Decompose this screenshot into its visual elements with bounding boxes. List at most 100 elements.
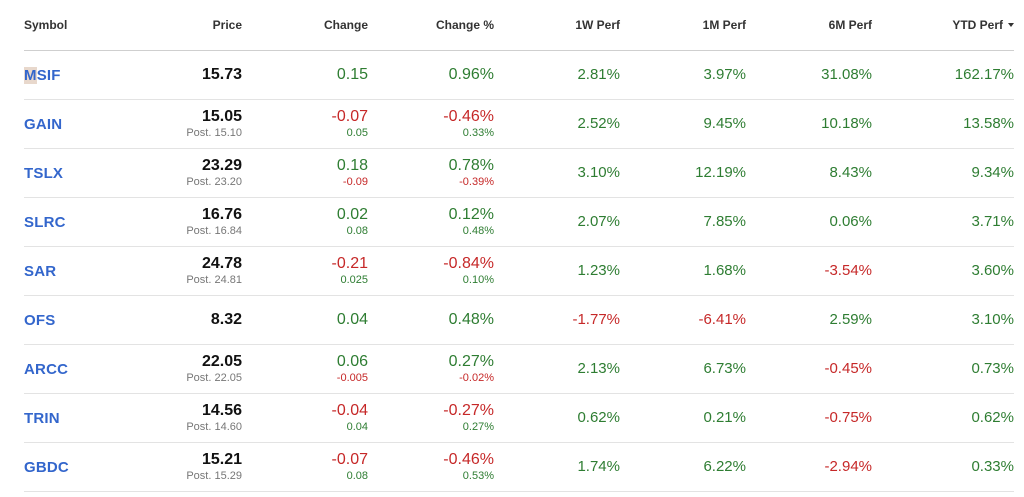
table-row[interactable]: OFS 8.32 0.04 0.48% -1.77% -6.41% 2.59% 3.10%: [24, 295, 1014, 345]
change-value: 0.02: [336, 206, 368, 223]
symbol-cell: SAR: [24, 246, 120, 296]
symbol-link[interactable]: ARCC: [24, 360, 69, 378]
ytd-perf-cell: 3.60%: [872, 246, 1014, 296]
symbol-link[interactable]: TRIN: [24, 409, 60, 427]
1w-perf-value: 2.52%: [577, 115, 620, 132]
symbol-link[interactable]: GBDC: [24, 458, 69, 476]
ytd-perf-cell: 3.10%: [872, 295, 1014, 345]
column-header-label: Change: [323, 18, 368, 32]
1m-perf-cell: 12.19%: [620, 148, 746, 198]
price-cell: 23.29 Post. 23.20: [120, 148, 242, 198]
price-value: 14.56: [201, 402, 242, 419]
price-cell: 8.32: [120, 295, 242, 345]
column-header-label: YTD Perf: [952, 18, 1003, 32]
6m-perf-cell: -3.54%: [746, 246, 872, 296]
6m-perf-value: -0.45%: [824, 360, 872, 377]
change-cell: -0.04 0.04: [242, 393, 368, 443]
change-pct-cell: -0.46% 0.53%: [368, 442, 494, 492]
price-cell: 15.05 Post. 15.10: [120, 99, 242, 149]
column-header-1m-perf[interactable]: 1M Perf: [620, 0, 746, 51]
column-header-ytd-perf[interactable]: YTD Perf: [872, 0, 1014, 51]
post-market-change: 0.04: [346, 421, 368, 433]
change-pct-cell: -0.27% 0.27%: [368, 393, 494, 443]
1m-perf-cell: 9.45%: [620, 99, 746, 149]
symbol-cell: SLRC: [24, 197, 120, 247]
column-header-6m-perf[interactable]: 6M Perf: [746, 0, 872, 51]
ytd-perf-value: 3.60%: [971, 262, 1014, 279]
change-cell: 0.18 -0.09: [242, 148, 368, 198]
post-market-change-pct: 0.53%: [462, 470, 494, 482]
ytd-perf-cell: 162.17%: [872, 50, 1014, 100]
change-cell: 0.06 -0.005: [242, 344, 368, 394]
change-pct-value: 0.78%: [448, 157, 494, 174]
1w-perf-cell: 0.62%: [494, 393, 620, 443]
table-row[interactable]: MSIF 15.73 0.15 0.96% 2.81% 3.97% 31.08% 162.17…: [24, 50, 1014, 100]
1m-perf-value: 0.21%: [703, 409, 746, 426]
6m-perf-cell: 10.18%: [746, 99, 872, 149]
change-value: 0.06: [336, 353, 368, 370]
post-market-change: 0.025: [340, 274, 368, 286]
change-value: 0.18: [336, 157, 368, 174]
column-header-label: 1W Perf: [575, 18, 620, 32]
6m-perf-value: 2.59%: [829, 311, 872, 328]
1w-perf-cell: 1.23%: [494, 246, 620, 296]
table-row[interactable]: TRIN 14.56 Post. 14.60 -0.04 0.04 -0.27% 0.27%…: [24, 393, 1014, 443]
change-pct-value: -0.27%: [443, 402, 494, 419]
1m-perf-cell: 7.85%: [620, 197, 746, 247]
column-header-change-pct[interactable]: Change %: [368, 0, 494, 51]
column-header-label: 6M Perf: [828, 18, 872, 32]
table-row[interactable]: TSLX 23.29 Post. 23.20 0.18 -0.09 0.78% -0.39%…: [24, 148, 1014, 198]
6m-perf-value: 8.43%: [829, 164, 872, 181]
column-header-label: Change %: [435, 18, 494, 32]
symbol-link[interactable]: MSIF: [24, 66, 61, 84]
table-row[interactable]: SLRC 16.76 Post. 16.84 0.02 0.08 0.12% 0.48% 2.…: [24, 197, 1014, 247]
symbol-cell: OFS: [24, 295, 120, 345]
ytd-perf-cell: 0.73%: [872, 344, 1014, 394]
symbol-cell: GBDC: [24, 442, 120, 492]
symbol-link[interactable]: TSLX: [24, 164, 64, 182]
change-pct-value: 0.27%: [448, 353, 494, 370]
1m-perf-value: 9.45%: [703, 115, 746, 132]
ytd-perf-value: 13.58%: [963, 115, 1014, 132]
table-row[interactable]: GBDC 15.21 Post. 15.29 -0.07 0.08 -0.46% 0.53%…: [24, 442, 1014, 492]
symbol-link[interactable]: GAIN: [24, 115, 63, 133]
6m-perf-value: -0.75%: [824, 409, 872, 426]
column-header-symbol[interactable]: Symbol: [24, 0, 120, 51]
column-header-change[interactable]: Change: [242, 0, 368, 51]
change-pct-value: 0.96%: [448, 66, 494, 83]
symbol-cell: TSLX: [24, 148, 120, 198]
6m-perf-cell: 2.59%: [746, 295, 872, 345]
post-market-price: Post. 24.81: [186, 274, 242, 286]
symbol-link[interactable]: SLRC: [24, 213, 66, 231]
1m-perf-cell: 1.68%: [620, 246, 746, 296]
ytd-perf-value: 0.33%: [971, 458, 1014, 475]
1w-perf-value: 1.74%: [577, 458, 620, 475]
post-market-price: Post. 16.84: [186, 225, 242, 237]
change-cell: -0.21 0.025: [242, 246, 368, 296]
table-row[interactable]: SAR 24.78 Post. 24.81 -0.21 0.025 -0.84% 0.10%…: [24, 246, 1014, 296]
sort-down-icon[interactable]: [1008, 22, 1014, 27]
symbol-link[interactable]: OFS: [24, 311, 56, 329]
post-market-change: 0.08: [346, 225, 368, 237]
1m-perf-value: -6.41%: [698, 311, 746, 328]
1w-perf-value: 2.07%: [577, 213, 620, 230]
6m-perf-cell: 8.43%: [746, 148, 872, 198]
table-row[interactable]: GAIN 15.05 Post. 15.10 -0.07 0.05 -0.46% 0.33%…: [24, 99, 1014, 149]
change-pct-value: -0.46%: [443, 451, 494, 468]
1m-perf-value: 6.73%: [703, 360, 746, 377]
change-value: -0.07: [331, 451, 368, 468]
price-cell: 22.05 Post. 22.05: [120, 344, 242, 394]
table-row[interactable]: ARCC 22.05 Post. 22.05 0.06 -0.005 0.27% -0.02…: [24, 344, 1014, 394]
post-market-price: Post. 14.60: [186, 421, 242, 433]
post-market-price: Post. 15.29: [186, 470, 242, 482]
6m-perf-value: -3.54%: [824, 262, 872, 279]
column-header-price[interactable]: Price: [120, 0, 242, 51]
change-value: -0.04: [331, 402, 368, 419]
change-cell: -0.07 0.05: [242, 99, 368, 149]
column-header-1w-perf[interactable]: 1W Perf: [494, 0, 620, 51]
ytd-perf-cell: 13.58%: [872, 99, 1014, 149]
symbol-link[interactable]: SAR: [24, 262, 57, 280]
1m-perf-cell: 0.21%: [620, 393, 746, 443]
stock-table-container: Symbol Price Change Change % 1W Perf 1M …: [24, 0, 1014, 492]
change-value: 0.04: [336, 311, 368, 328]
